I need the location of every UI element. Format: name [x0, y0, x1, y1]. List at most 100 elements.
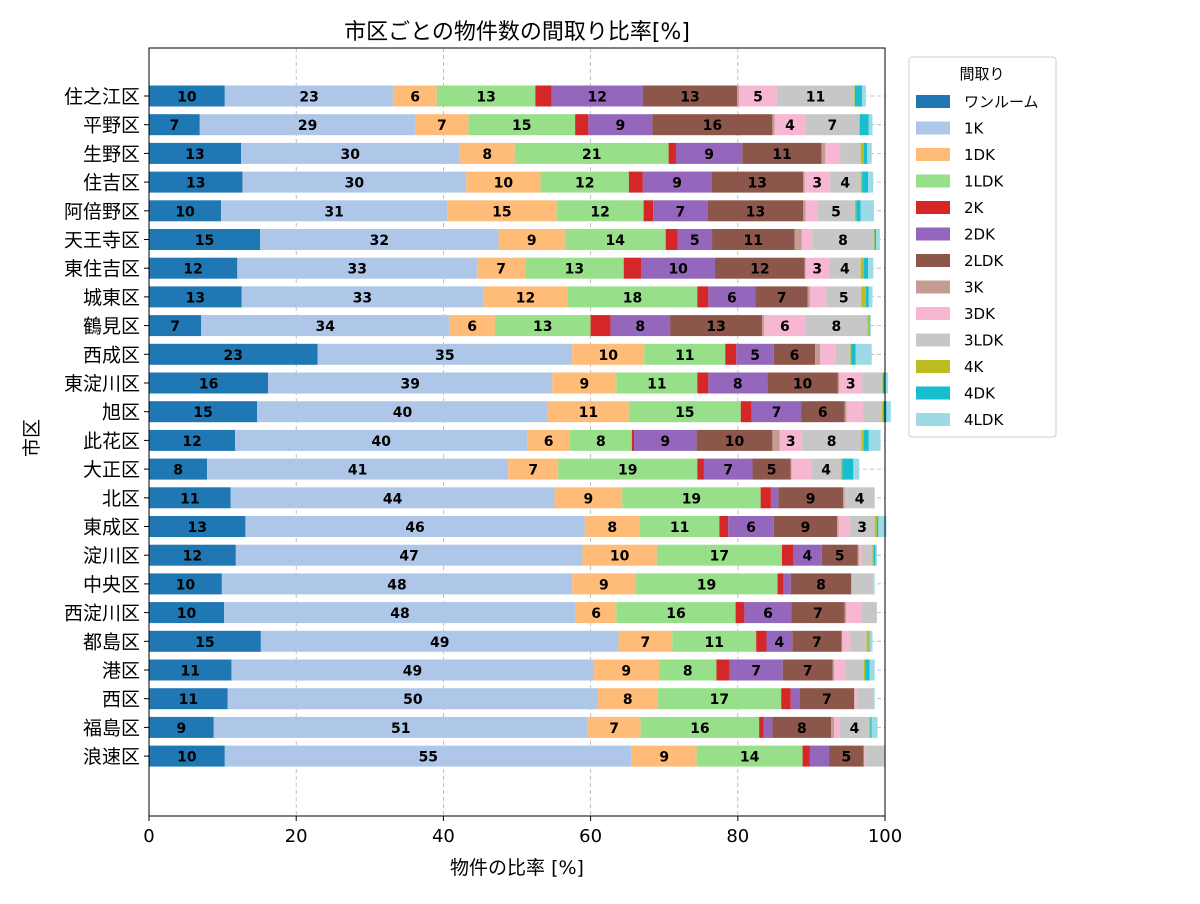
- y-tick-label: 阿倍野区: [64, 201, 140, 223]
- bar-value-label: 10: [725, 434, 745, 450]
- bar-value-label: 6: [790, 348, 800, 364]
- bar-segment: [149, 315, 202, 337]
- bar-value-label: 12: [590, 204, 609, 220]
- legend-box: [908, 56, 1057, 438]
- bar-value-label: 55: [419, 750, 438, 766]
- bar-value-label: 4: [775, 635, 785, 651]
- bar-segment: [224, 602, 576, 624]
- legend-swatch: [916, 227, 950, 241]
- bar-segment: [882, 401, 884, 423]
- bar-value-label: 6: [467, 319, 477, 335]
- bar-segment: [677, 229, 713, 250]
- legend-label: ワンルーム: [964, 93, 1039, 111]
- bar-segment: [791, 602, 845, 624]
- bar-value-label: 10: [175, 204, 195, 220]
- bar-segment: [643, 200, 654, 222]
- bar-segment: [885, 372, 888, 394]
- bar-segment: [801, 229, 813, 250]
- bar-segment: [790, 573, 852, 595]
- bar-segment: [792, 630, 842, 652]
- x-tick-label: 80: [726, 826, 749, 847]
- bar-segment: [760, 487, 771, 509]
- bar-value-label: 11: [772, 147, 791, 163]
- bar-segment: [856, 200, 861, 222]
- bar-segment: [149, 602, 225, 624]
- bar-segment: [873, 573, 875, 595]
- bar-segment: [832, 659, 835, 681]
- bar-value-label: 7: [170, 319, 180, 335]
- bar-segment: [653, 200, 708, 222]
- bar-value-label: 15: [195, 635, 214, 651]
- bar-segment: [547, 401, 629, 423]
- x-tick-label: 20: [285, 826, 308, 847]
- bar-segment: [466, 171, 541, 193]
- bar-segment: [707, 200, 804, 222]
- bar-segment: [729, 659, 783, 681]
- bar-segment: [841, 630, 843, 652]
- bar-segment: [224, 85, 394, 107]
- bar-segment: [825, 142, 841, 164]
- bar-segment: [834, 659, 846, 681]
- bar-segment: [807, 286, 810, 308]
- bar-value-label: 3: [812, 176, 822, 192]
- bar-value-label: 13: [476, 90, 495, 106]
- bar-segment: [697, 372, 709, 394]
- y-tick-label: 旭区: [102, 402, 140, 424]
- bar-value-label: 9: [672, 176, 682, 192]
- bar-segment: [821, 142, 826, 164]
- bar-value-label: 8: [635, 319, 645, 335]
- bar-value-label: 18: [623, 290, 642, 306]
- y-tick-label: 都島区: [83, 631, 140, 653]
- legend-label: 3LDK: [964, 332, 1004, 350]
- x-tick-label: 60: [579, 826, 602, 847]
- bar-segment: [863, 257, 869, 279]
- legend-swatch: [916, 333, 950, 347]
- bar-value-label: 6: [763, 606, 773, 622]
- bar-segment: [862, 401, 883, 423]
- bar-segment: [735, 602, 745, 624]
- bar-value-label: 35: [435, 348, 454, 364]
- bar-segment: [712, 229, 795, 250]
- bar-segment: [854, 85, 863, 107]
- bar-value-label: 15: [193, 405, 212, 421]
- bar-value-label: 5: [753, 90, 763, 106]
- bar-segment: [616, 602, 736, 624]
- bar-segment: [221, 573, 573, 595]
- bar-value-label: 47: [399, 549, 418, 565]
- bar-segment: [803, 200, 806, 222]
- bar-segments: [149, 85, 891, 767]
- bar-segment: [508, 458, 559, 480]
- bar-segment: [855, 343, 872, 365]
- bar-segment: [840, 142, 861, 164]
- bar-segment: [572, 343, 645, 365]
- bar-segment: [697, 286, 709, 308]
- bar-segment: [868, 286, 873, 308]
- bar-segment: [696, 429, 773, 451]
- bar-segment: [868, 315, 870, 337]
- bar-segment: [872, 544, 874, 566]
- bar-segment: [829, 171, 861, 193]
- bar-segment: [835, 343, 851, 365]
- bar-segment: [783, 573, 791, 595]
- y-tick-label: 東成区: [83, 517, 140, 539]
- bar-segment: [859, 544, 862, 566]
- bar-segment: [535, 85, 552, 107]
- bar-segment: [854, 85, 855, 107]
- bar-segment: [774, 114, 806, 136]
- bar-value-label: 9: [704, 147, 714, 163]
- bar-value-label: 13: [186, 290, 205, 306]
- bar-segment: [716, 659, 730, 681]
- bar-value-label: 40: [393, 405, 413, 421]
- y-tick-label: 住之江区: [64, 86, 140, 108]
- bar-segment: [766, 630, 793, 652]
- bar-segment: [764, 315, 806, 337]
- bar-segment: [886, 401, 891, 423]
- y-tick-label: 西区: [102, 689, 140, 711]
- bar-value-label: 7: [822, 692, 832, 708]
- bar-value-label: 5: [841, 750, 851, 766]
- bar-value-label: 4: [785, 118, 795, 134]
- bar-value-label: 17: [710, 549, 729, 565]
- bar-value-label: 12: [516, 290, 535, 306]
- bar-segment: [552, 372, 617, 394]
